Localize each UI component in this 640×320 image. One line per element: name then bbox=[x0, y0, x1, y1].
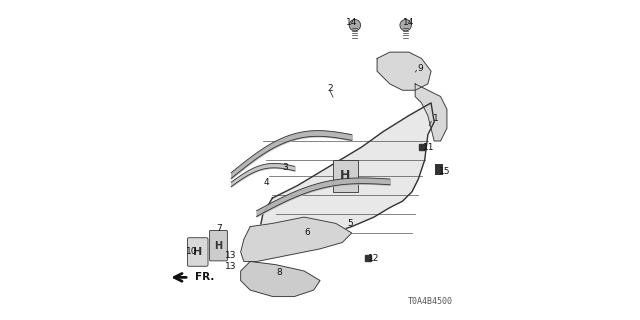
Text: H: H bbox=[340, 169, 351, 182]
Bar bbox=[435, 164, 443, 175]
Text: 14: 14 bbox=[346, 19, 357, 28]
Text: 14: 14 bbox=[403, 19, 414, 28]
Text: 11: 11 bbox=[423, 143, 435, 152]
Text: 5: 5 bbox=[348, 219, 353, 228]
Text: 12: 12 bbox=[367, 254, 379, 263]
Circle shape bbox=[349, 20, 360, 31]
Text: 1: 1 bbox=[433, 114, 438, 123]
Text: 9: 9 bbox=[417, 63, 423, 73]
FancyBboxPatch shape bbox=[188, 238, 208, 266]
Text: 3: 3 bbox=[282, 164, 288, 172]
Text: FR.: FR. bbox=[195, 272, 214, 282]
Polygon shape bbox=[260, 103, 434, 255]
Text: T0A4B4500: T0A4B4500 bbox=[408, 297, 453, 306]
Bar bbox=[333, 160, 358, 192]
Text: 13: 13 bbox=[225, 262, 236, 271]
Text: 6: 6 bbox=[305, 228, 310, 237]
Text: 2: 2 bbox=[328, 84, 333, 93]
Polygon shape bbox=[377, 52, 431, 90]
Text: H: H bbox=[214, 241, 223, 251]
Text: H: H bbox=[193, 247, 202, 257]
Text: 15: 15 bbox=[439, 167, 451, 176]
Text: 4: 4 bbox=[264, 178, 269, 187]
Text: 8: 8 bbox=[276, 268, 282, 277]
Text: 10: 10 bbox=[186, 247, 198, 257]
Polygon shape bbox=[241, 261, 320, 296]
Circle shape bbox=[400, 20, 412, 31]
Polygon shape bbox=[241, 217, 352, 261]
Text: 7: 7 bbox=[216, 224, 222, 233]
Polygon shape bbox=[415, 84, 447, 141]
FancyBboxPatch shape bbox=[210, 230, 227, 261]
Text: 13: 13 bbox=[225, 251, 236, 260]
